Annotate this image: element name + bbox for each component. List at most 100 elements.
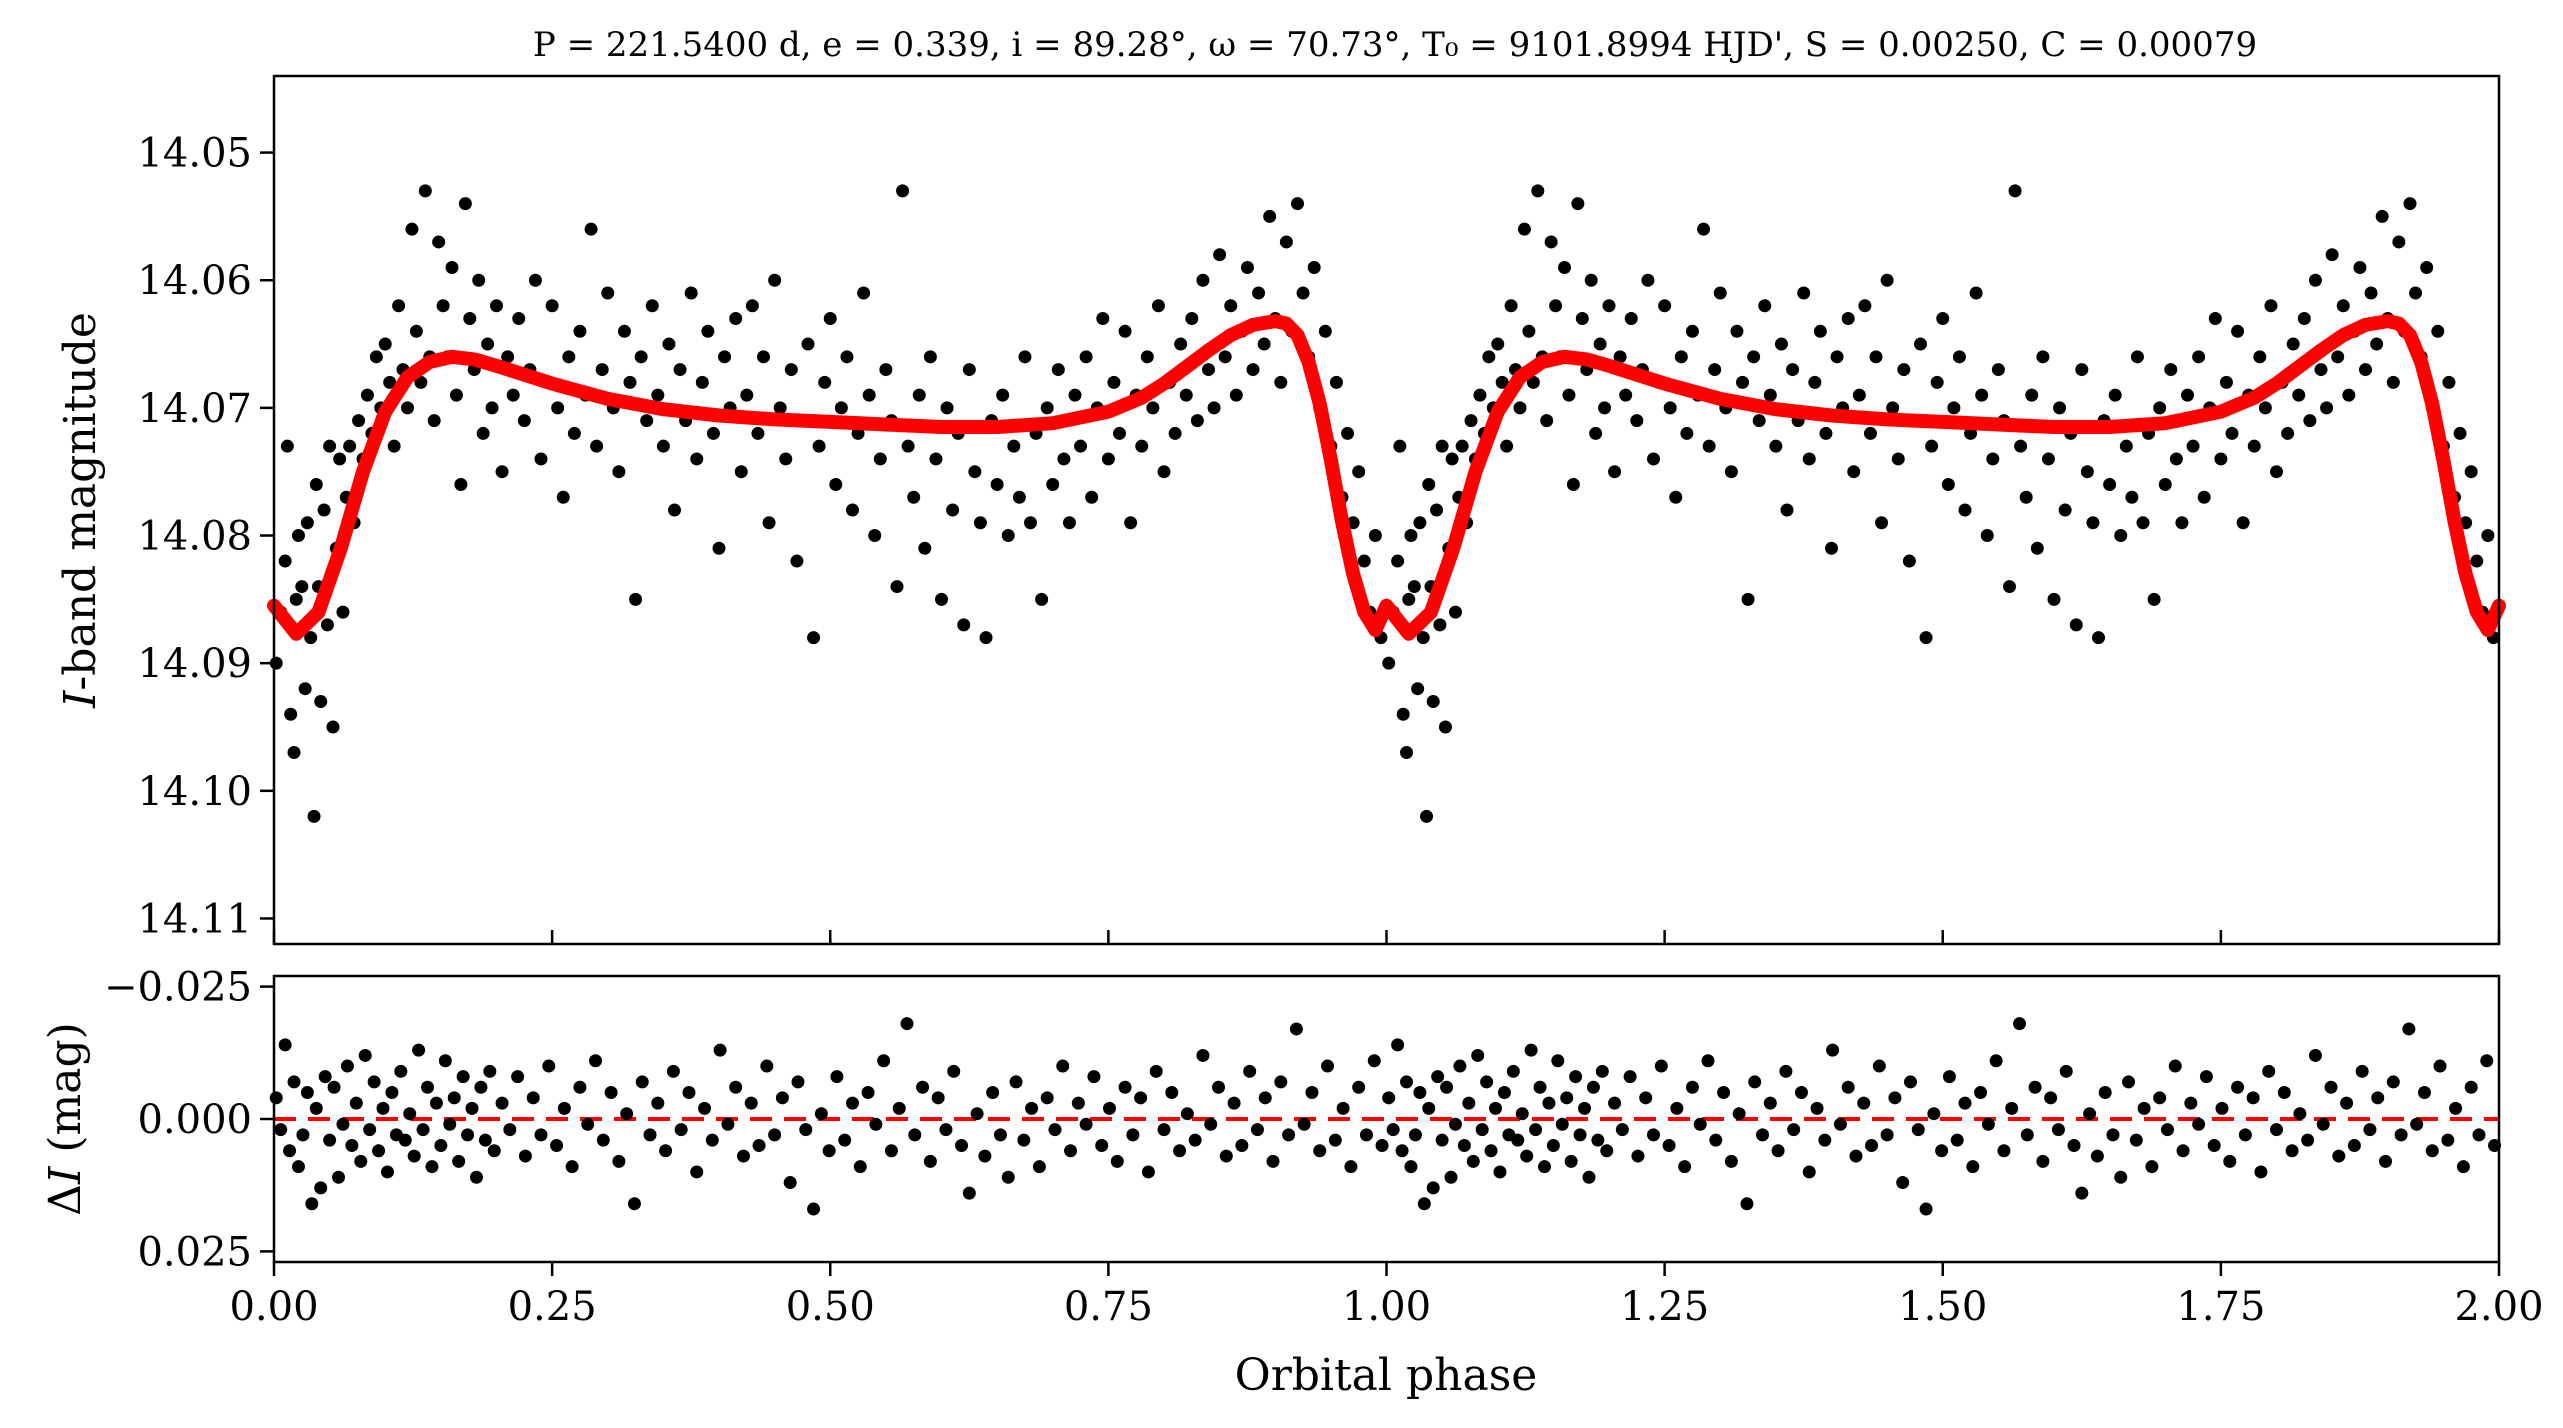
- residual-point: [1546, 1138, 1560, 1152]
- residual-point: [416, 1123, 430, 1137]
- data-point: [623, 375, 637, 389]
- data-point: [1413, 516, 1427, 530]
- data-point: [1663, 401, 1677, 415]
- data-point: [1445, 452, 1459, 466]
- residual-point: [1386, 1123, 1400, 1137]
- residual-point: [2020, 1128, 2034, 1142]
- residual-point: [1235, 1138, 1249, 1152]
- y-tick-label: 14.09: [137, 641, 252, 687]
- y-tick-label: 0.025: [137, 1229, 252, 1275]
- residual-point: [2464, 1080, 2478, 1094]
- residual-point: [1344, 1160, 1358, 1174]
- data-point: [1517, 222, 1531, 236]
- residual-point: [1950, 1133, 1964, 1147]
- residual-point: [1480, 1075, 1494, 1089]
- residual-point: [518, 1149, 532, 1163]
- residual-point: [1141, 1165, 1155, 1179]
- data-point: [757, 350, 770, 364]
- top-axes-frame: [272, 74, 2501, 946]
- data-point: [1473, 388, 1487, 402]
- residual-point: [744, 1096, 758, 1110]
- residual-point: [2036, 1154, 2050, 1168]
- data-point: [1808, 375, 1822, 389]
- data-point: [718, 350, 732, 364]
- residual-point: [612, 1154, 626, 1168]
- data-point: [1430, 503, 1444, 517]
- data-point: [1402, 592, 1416, 606]
- data-point: [1730, 324, 1744, 338]
- residual-point: [2207, 1138, 2221, 1152]
- residual-point: [469, 1170, 483, 1184]
- data-point: [1544, 235, 1558, 249]
- residual-point: [1903, 1075, 1917, 1089]
- y-tick-label: 14.08: [137, 514, 252, 560]
- residual-point: [682, 1086, 696, 1100]
- data-point: [573, 324, 587, 338]
- residual-point: [1506, 1064, 1520, 1078]
- residual-point: [1685, 1080, 1699, 1094]
- data-point: [2175, 516, 2189, 530]
- data-point: [862, 388, 876, 402]
- residual-point: [349, 1096, 363, 1110]
- data-point: [307, 809, 321, 823]
- data-point: [2069, 618, 2083, 632]
- data-point: [314, 694, 328, 708]
- residual-point: [884, 1144, 898, 1158]
- residual-point: [274, 1123, 288, 1137]
- residual-point: [421, 1080, 435, 1094]
- residual-point: [1551, 1054, 1565, 1068]
- residual-point: [1391, 1038, 1405, 1052]
- data-point: [2314, 363, 2328, 377]
- data-point: [901, 439, 915, 453]
- residual-point: [1763, 1096, 1777, 1110]
- residual-point: [1841, 1080, 1855, 1094]
- residual-point: [2223, 1154, 2237, 1168]
- data-point: [834, 401, 848, 415]
- data-point: [1630, 414, 1644, 428]
- data-point: [979, 631, 993, 645]
- residual-point: [2324, 1080, 2338, 1094]
- residual-point: [1888, 1091, 1902, 1105]
- residual-point: [2083, 1107, 2097, 1121]
- data-point: [2331, 350, 2345, 364]
- residual-point: [736, 1149, 750, 1163]
- data-point: [1975, 388, 1989, 402]
- residual-point: [278, 1038, 292, 1052]
- data-point: [1891, 452, 1905, 466]
- residual-point: [1810, 1101, 1824, 1115]
- data-point: [2453, 426, 2467, 440]
- residual-point: [1779, 1064, 1793, 1078]
- data-point: [2481, 529, 2495, 543]
- residual-point: [2160, 1123, 2174, 1137]
- data-point: [1713, 286, 1727, 300]
- residual-point: [1435, 1133, 1449, 1147]
- residual-point: [1266, 1154, 1280, 1168]
- residual-point: [970, 1107, 984, 1121]
- residual-point: [309, 1101, 323, 1115]
- data-point: [2386, 375, 2400, 389]
- data-point: [2303, 414, 2317, 428]
- data-point: [1357, 554, 1371, 568]
- data-point: [1274, 375, 1288, 389]
- data-point: [1952, 350, 1966, 364]
- residual-point: [713, 1043, 727, 1057]
- data-point: [712, 541, 726, 555]
- residual-point: [1919, 1202, 1933, 1216]
- residual-point: [1564, 1154, 1578, 1168]
- residual-point: [1865, 1138, 1879, 1152]
- data-point: [1101, 452, 1115, 466]
- data-point: [1341, 426, 1355, 440]
- y-tick-label: −0.025: [104, 965, 252, 1011]
- data-point: [1852, 388, 1866, 402]
- residual-point: [1149, 1064, 1163, 1078]
- data-point: [2053, 401, 2067, 415]
- data-point: [1448, 605, 1462, 619]
- data-point: [1841, 312, 1855, 326]
- residual-point: [2347, 1138, 2361, 1152]
- residual-point: [939, 1123, 953, 1137]
- data-point: [1001, 529, 1015, 543]
- residual-point: [1520, 1149, 1534, 1163]
- residual-point: [799, 1123, 813, 1137]
- data-point: [436, 299, 450, 313]
